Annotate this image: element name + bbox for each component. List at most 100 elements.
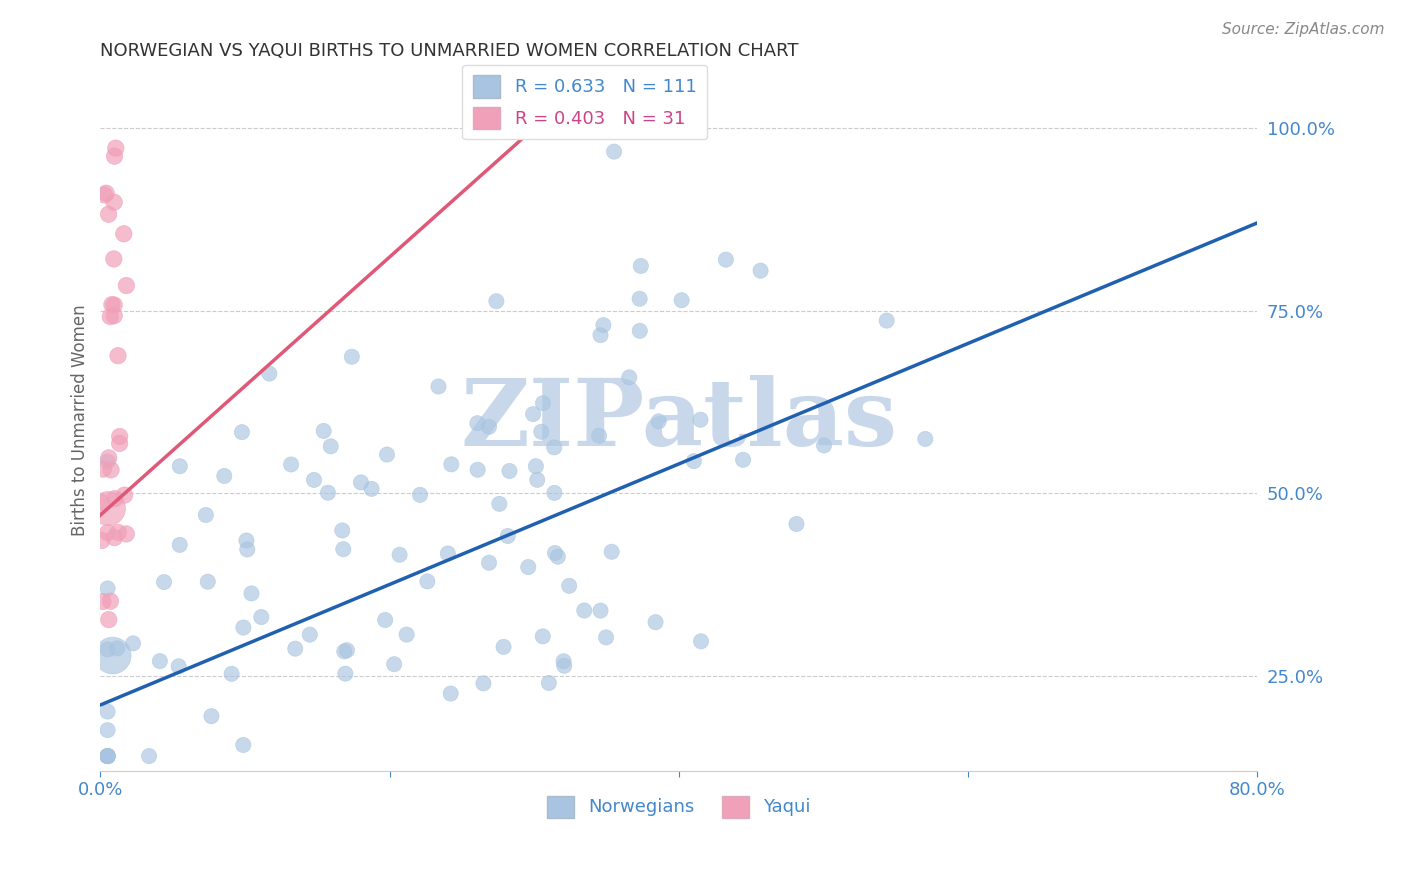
Point (114, 488, 136, 502)
Point (553, 658, 575, 673)
Point (440, 458, 463, 472)
Point (97, 582, 120, 596)
Point (97, 705, 120, 719)
Point (103, 298, 125, 312)
Point (478, 556, 501, 570)
Point (90, 533, 112, 548)
Point (138, 749, 160, 764)
Point (350, 475, 373, 490)
Point (813, 438, 835, 452)
Point (91, 594, 114, 608)
Point (333, 644, 356, 658)
Point (103, 149, 125, 163)
Point (467, 463, 489, 477)
Point (689, 413, 711, 427)
Point (517, 560, 540, 574)
Point (437, 547, 460, 561)
Point (280, 458, 302, 472)
Point (530, 121, 553, 136)
Point (167, 659, 190, 673)
Point (97, 749, 120, 764)
Point (530, 425, 553, 439)
Point (733, 452, 755, 467)
Point (97, 613, 120, 627)
Point (96, 186, 118, 201)
Point (98, 310, 121, 324)
Point (644, 615, 666, 630)
Point (440, 687, 463, 701)
Point (647, 414, 669, 428)
Point (97, 749, 120, 764)
Point (360, 482, 382, 496)
Point (221, 666, 243, 681)
Point (91, 462, 114, 476)
Point (97, 207, 120, 221)
Point (105, 641, 128, 656)
Point (284, 641, 307, 656)
Y-axis label: Births to Unmarried Women: Births to Unmarried Women (72, 304, 89, 536)
Point (97, 642, 120, 657)
Point (112, 227, 135, 241)
Point (197, 574, 219, 589)
Point (543, 441, 565, 455)
Point (374, 613, 396, 627)
Point (603, 145, 626, 159)
Point (630, 259, 652, 273)
Point (104, 491, 127, 506)
Point (103, 309, 125, 323)
Point (312, 424, 335, 438)
Point (537, 676, 560, 690)
Point (683, 454, 706, 468)
Point (595, 631, 617, 645)
Point (97, 749, 120, 764)
Point (531, 629, 554, 643)
Point (388, 548, 411, 562)
Point (619, 370, 641, 384)
Point (97, 749, 120, 764)
Point (107, 525, 129, 540)
Point (498, 464, 520, 478)
Point (330, 524, 353, 538)
Point (169, 538, 191, 552)
Point (496, 529, 519, 543)
Point (690, 634, 713, 648)
Point (214, 469, 236, 483)
Point (232, 621, 254, 635)
Point (97, 450, 120, 465)
Point (876, 313, 898, 327)
Point (492, 640, 515, 654)
Point (671, 293, 693, 308)
Point (298, 627, 321, 641)
Point (302, 473, 325, 487)
Point (714, 252, 737, 267)
Point (524, 459, 547, 474)
Point (100, 463, 122, 477)
Point (90, 495, 112, 509)
Point (200, 709, 222, 723)
Point (553, 654, 575, 668)
Point (115, 527, 138, 541)
Point (97, 500, 120, 515)
Point (149, 654, 172, 668)
Point (101, 648, 124, 663)
Point (107, 349, 129, 363)
Point (235, 533, 257, 548)
Point (97, 749, 120, 764)
Point (558, 579, 581, 593)
Point (467, 416, 489, 430)
Point (103, 195, 125, 210)
Point (544, 546, 567, 560)
Point (122, 636, 145, 650)
Point (574, 603, 596, 617)
Point (100, 594, 122, 608)
Point (240, 586, 263, 600)
Point (231, 425, 253, 439)
Point (97, 749, 120, 764)
Legend: Norwegians, Yaqui: Norwegians, Yaqui (540, 789, 818, 825)
Point (332, 542, 354, 557)
Point (250, 610, 273, 624)
Point (97, 749, 120, 764)
Point (115, 278, 138, 293)
Text: NORWEGIAN VS YAQUI BIRTHS TO UNMARRIED WOMEN CORRELATION CHART: NORWEGIAN VS YAQUI BIRTHS TO UNMARRIED W… (100, 42, 799, 60)
Point (340, 350, 363, 364)
